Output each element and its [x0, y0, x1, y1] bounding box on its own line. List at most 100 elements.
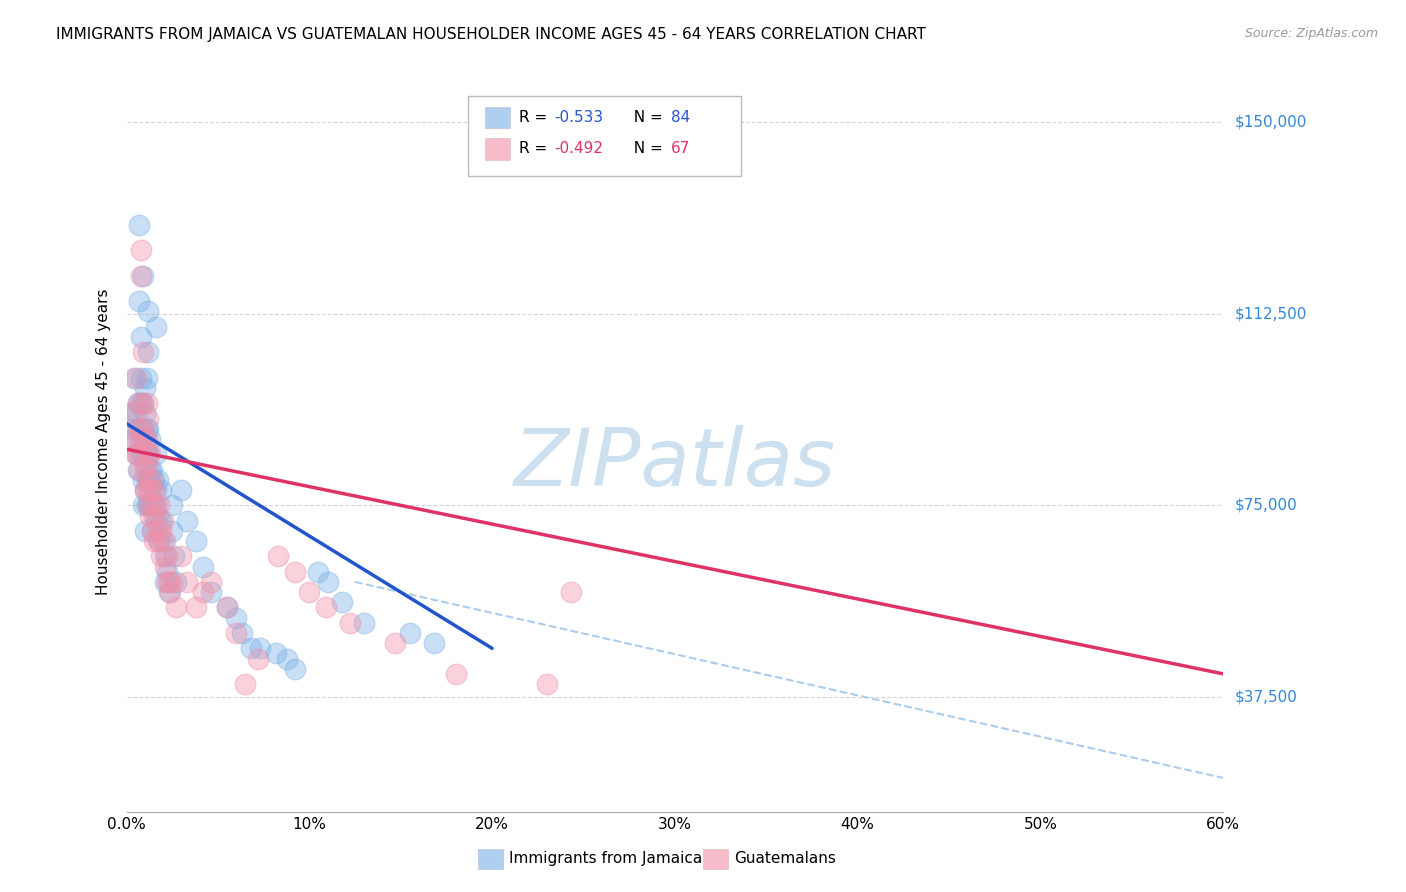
Point	[122, 432, 145, 446]
Text: ZIPatlas: ZIPatlas	[513, 425, 837, 503]
Point	[138, 422, 160, 436]
Point	[217, 600, 239, 615]
Point	[266, 647, 288, 661]
Point	[134, 381, 156, 395]
Text: N =: N =	[624, 142, 668, 156]
Point	[138, 447, 160, 461]
Point	[200, 574, 222, 589]
Point	[145, 319, 167, 334]
Point	[132, 447, 155, 461]
Text: Immigrants from Jamaica: Immigrants from Jamaica	[509, 851, 702, 865]
Point	[148, 499, 170, 513]
Point	[152, 534, 174, 549]
Point	[135, 396, 157, 410]
Point	[160, 499, 183, 513]
Point	[141, 473, 163, 487]
Point	[135, 458, 157, 472]
Point	[217, 600, 239, 615]
Point	[160, 574, 183, 589]
Point	[134, 483, 156, 497]
Point	[384, 636, 406, 650]
Text: -0.492: -0.492	[554, 142, 603, 156]
Point	[138, 499, 160, 513]
Point	[138, 304, 160, 318]
Point	[157, 585, 180, 599]
Point	[165, 600, 187, 615]
Point	[145, 514, 167, 528]
Point	[141, 524, 163, 538]
Text: $75,000: $75,000	[1234, 498, 1298, 513]
Point	[153, 574, 176, 589]
Point	[124, 447, 148, 461]
Point	[138, 499, 160, 513]
Point	[138, 473, 160, 487]
Point	[184, 600, 207, 615]
Point	[134, 407, 156, 421]
Y-axis label: Householder Income Ages 45 - 64 years: Householder Income Ages 45 - 64 years	[96, 288, 111, 595]
Text: $150,000: $150,000	[1234, 115, 1306, 130]
Point	[231, 626, 253, 640]
Point	[560, 585, 582, 599]
Point	[176, 514, 198, 528]
Point	[163, 549, 186, 564]
Point	[170, 483, 193, 497]
Point	[267, 549, 290, 564]
Point	[307, 565, 329, 579]
Point	[127, 396, 149, 410]
Point	[422, 636, 444, 650]
Point	[153, 534, 176, 549]
Point	[143, 499, 166, 513]
Point	[298, 585, 321, 599]
Point	[132, 345, 155, 359]
Point	[121, 407, 143, 421]
Point	[146, 508, 169, 523]
Point	[225, 610, 247, 624]
Point	[120, 407, 142, 421]
Point	[135, 422, 157, 436]
Point	[315, 600, 337, 615]
Text: $112,500: $112,500	[1234, 306, 1306, 321]
Point	[138, 411, 160, 425]
Point	[138, 473, 160, 487]
Point	[128, 432, 150, 446]
Point	[152, 514, 174, 528]
Point	[247, 651, 270, 665]
Point	[139, 447, 162, 461]
Point	[135, 370, 157, 384]
Point	[159, 585, 181, 599]
Point	[170, 549, 193, 564]
Point	[128, 294, 150, 309]
Point	[139, 462, 162, 476]
Point	[124, 447, 148, 461]
Point	[165, 574, 187, 589]
Point	[127, 447, 149, 461]
Point	[138, 345, 160, 359]
Point	[536, 677, 558, 691]
Point	[132, 422, 155, 436]
Point	[122, 370, 145, 384]
Point	[128, 218, 150, 232]
Point	[143, 473, 166, 487]
Point	[150, 549, 173, 564]
Point	[134, 483, 156, 497]
Point	[160, 524, 183, 538]
Point	[146, 473, 169, 487]
Point	[145, 447, 167, 461]
Point	[124, 432, 148, 446]
Point	[176, 574, 198, 589]
Point	[132, 499, 155, 513]
Point	[141, 499, 163, 513]
Point	[150, 483, 173, 497]
Point	[143, 508, 166, 523]
Point	[134, 432, 156, 446]
Point	[132, 473, 155, 487]
Point	[127, 462, 149, 476]
Point	[276, 651, 298, 665]
Point	[135, 499, 157, 513]
Point	[134, 462, 156, 476]
Point	[127, 422, 149, 436]
Point	[129, 447, 152, 461]
Point	[134, 458, 156, 472]
Point	[121, 422, 143, 436]
Text: $37,500: $37,500	[1234, 690, 1298, 705]
